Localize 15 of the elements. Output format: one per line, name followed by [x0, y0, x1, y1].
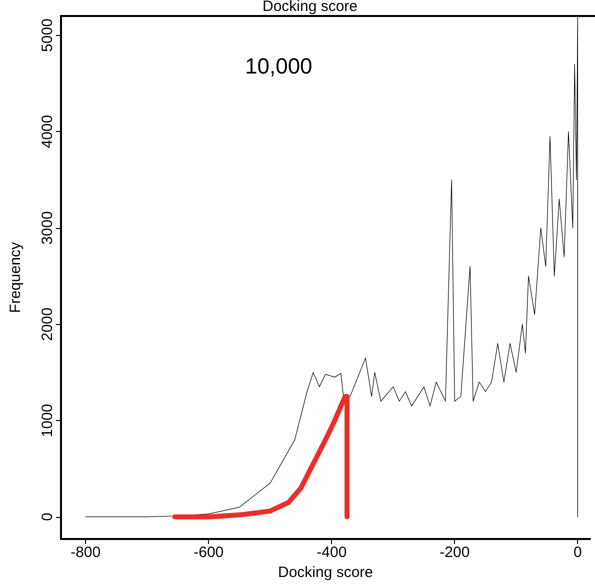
x-tick-label: -600: [194, 544, 224, 561]
y-tick-label: 2000: [39, 308, 56, 341]
y-tick-label: 3000: [39, 211, 56, 245]
x-tick-label: -800: [70, 544, 101, 561]
y-tick-label: 1000: [39, 404, 56, 438]
chart-title: Docking score: [262, 0, 358, 15]
annotation: 10,000: [245, 54, 312, 78]
y-axis-title: Frequency: [7, 242, 24, 313]
x-tick-label: 0: [574, 544, 582, 561]
x-axis-title: Docking score: [278, 564, 374, 581]
y-tick-label: 5000: [39, 18, 56, 52]
y-tick-label: 0: [39, 512, 56, 522]
x-tick-label: -200: [440, 544, 470, 561]
y-tick-label: 4000: [39, 114, 56, 148]
x-tick-label: -400: [316, 544, 347, 561]
